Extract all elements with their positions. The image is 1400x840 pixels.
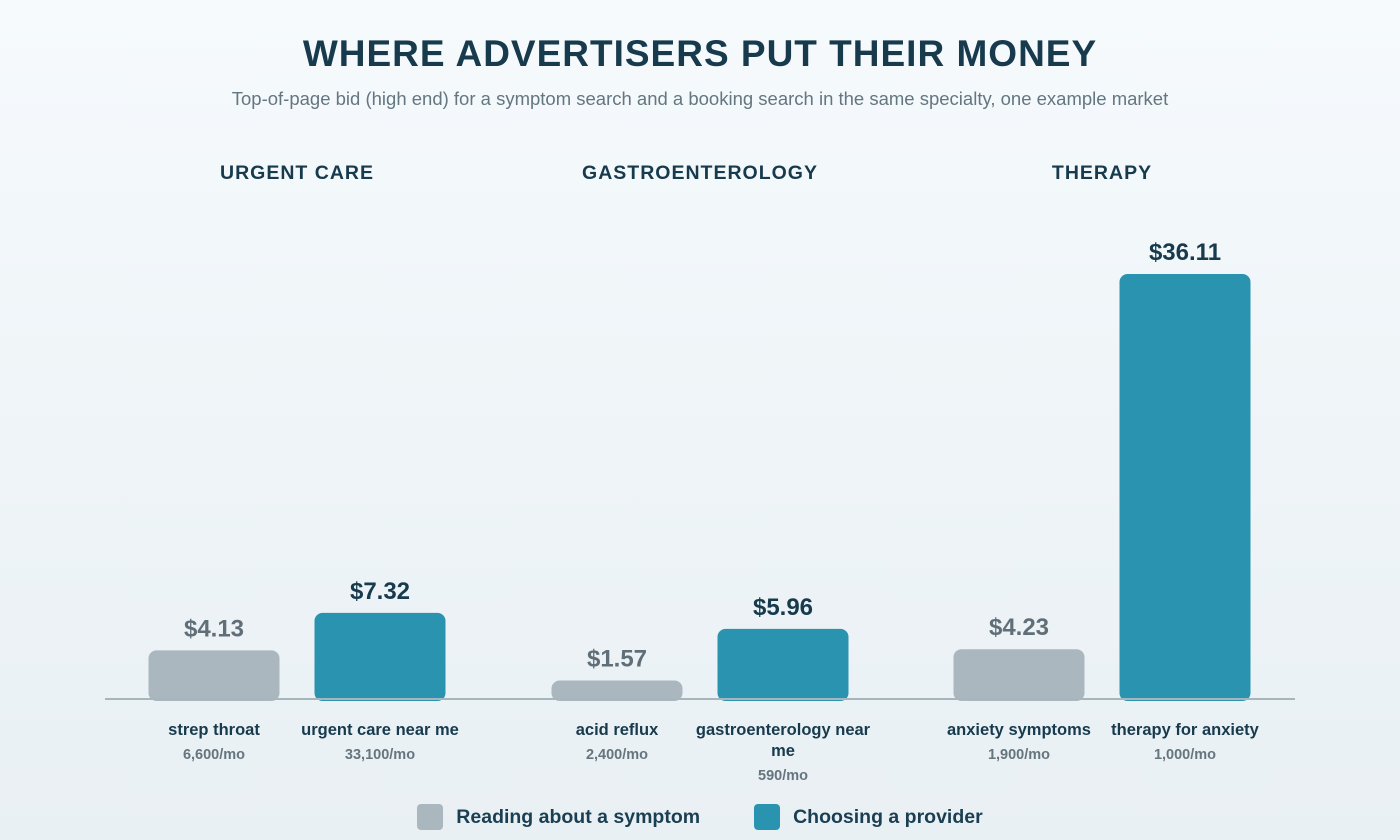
group-label: GASTROENTEROLOGY	[582, 162, 818, 184]
volume-label: 33,100/mo	[345, 747, 415, 763]
volume-label: 1,000/mo	[1154, 747, 1216, 763]
chart-title: WHERE ADVERTISERS PUT THEIR MONEY	[302, 33, 1098, 74]
volume-label: 6,600/mo	[183, 747, 245, 763]
legend-item-provider: Choosing a provider	[754, 804, 983, 830]
legend: Reading about a symptom Choosing a provi…	[0, 804, 1400, 830]
legend-swatch-symptom	[417, 804, 444, 830]
keyword-label: acid reflux	[576, 721, 659, 739]
chart-subtitle: Top-of-page bid (high end) for a symptom…	[231, 88, 1169, 109]
bar	[148, 650, 280, 701]
bar-value-label: $36.11	[1149, 239, 1221, 266]
bar	[551, 680, 683, 701]
bar	[314, 612, 446, 701]
keyword-label: urgent care near me	[301, 721, 459, 739]
bar	[1119, 274, 1251, 701]
bar-chart: URGENT CARE $4.13 strep throat 6,600/mo $7.3…	[105, 162, 1295, 784]
keyword-label: strep throat	[168, 721, 260, 739]
legend-swatch-provider	[754, 804, 781, 830]
bar-value-label: $1.57	[587, 646, 647, 673]
group-label: URGENT CARE	[220, 162, 374, 184]
keyword-label: therapy for anxiety	[1111, 721, 1259, 739]
bar-value-label: $4.23	[989, 614, 1049, 641]
keyword-label: anxiety symptoms	[947, 721, 1091, 739]
bar-value-label: $4.13	[184, 615, 244, 642]
legend-item-symptom: Reading about a symptom	[417, 804, 700, 830]
volume-label: 2,400/mo	[586, 747, 648, 763]
volume-label: 1,900/mo	[988, 747, 1050, 763]
legend-label-symptom: Reading about a symptom	[456, 805, 701, 828]
legend-label-provider: Choosing a provider	[793, 805, 983, 828]
bar	[717, 628, 849, 701]
bar-value-label: $7.32	[350, 578, 410, 605]
volume-label: 590/mo	[758, 768, 808, 784]
group-label: THERAPY	[1052, 162, 1152, 184]
keyword-label: me	[771, 742, 795, 760]
bar	[953, 649, 1085, 701]
keyword-label: gastroenterology near	[696, 721, 871, 739]
bar-value-label: $5.96	[753, 594, 813, 621]
